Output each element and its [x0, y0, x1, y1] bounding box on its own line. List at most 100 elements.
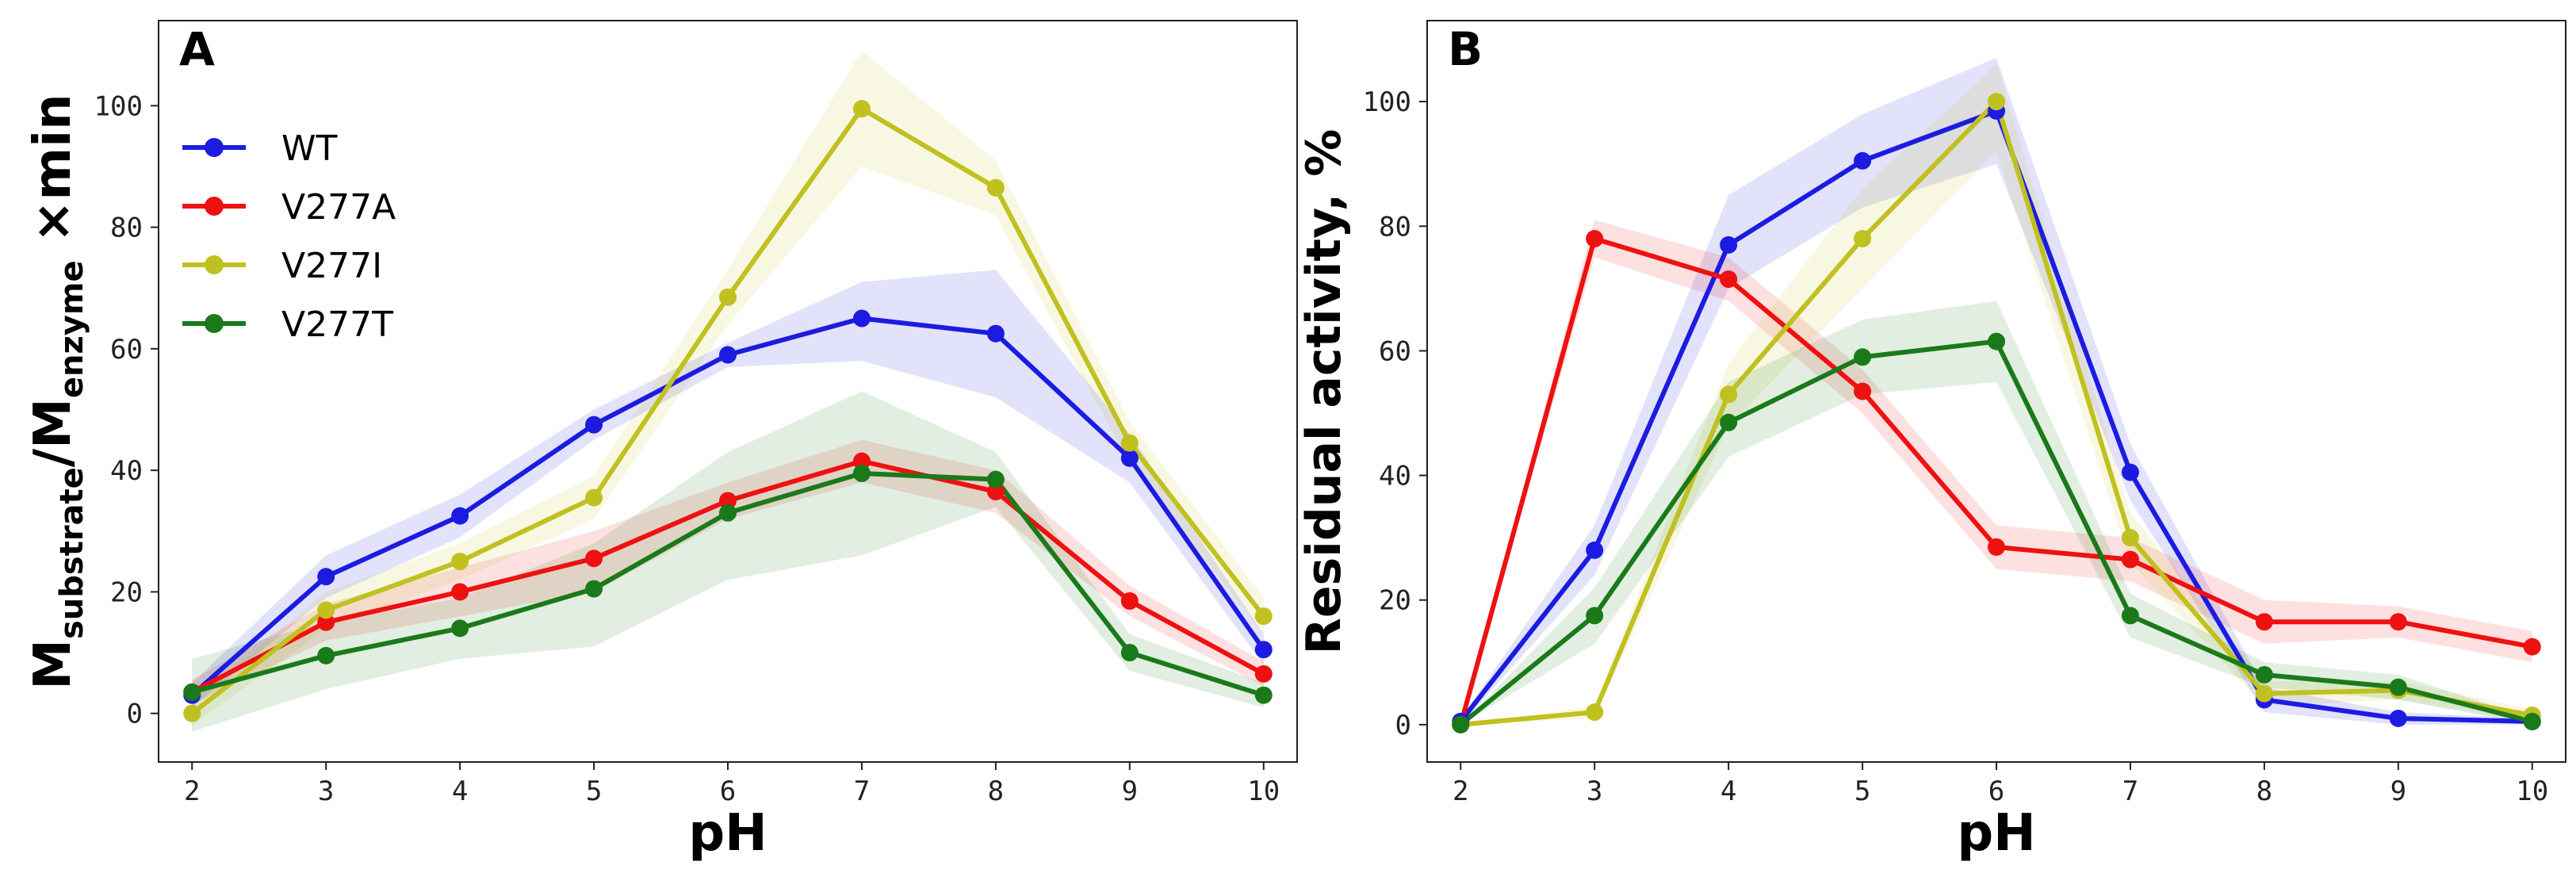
point-v277i [2121, 529, 2139, 547]
point-v277a [2523, 638, 2541, 656]
panel-b-x-ticks: 2 3 4 5 6 7 8 9 10 [1453, 762, 2548, 807]
legend-label-v277i: V277I [281, 246, 382, 286]
panel-b-label: B [1448, 22, 1483, 76]
point-v277t [1720, 413, 1738, 431]
y-title-slash-m: /M [24, 398, 82, 467]
band-wt [192, 270, 1264, 708]
point-v277a [1586, 230, 1604, 247]
point-wt [317, 568, 335, 586]
y-tick-label: 0 [127, 699, 143, 730]
x-tick-label: 10 [1247, 776, 1280, 807]
y-tick-label: 0 [1395, 710, 1411, 741]
point-v277i [317, 601, 335, 619]
point-v277a [986, 482, 1005, 500]
y-tick-label: 60 [110, 334, 143, 366]
y-tick-label: 40 [1379, 461, 1411, 492]
legend-marker-v277a [205, 197, 224, 216]
x-tick-label: 7 [854, 776, 870, 807]
x-tick-label: 3 [1587, 776, 1602, 807]
legend-marker-v277i [205, 255, 224, 274]
point-wt [2389, 710, 2407, 727]
point-v277a [2255, 613, 2273, 631]
x-tick-label: 7 [2122, 776, 2138, 807]
point-v277t [2389, 678, 2407, 696]
panel-a-data-points [183, 100, 1273, 722]
panel-a-x-ticks: 2 3 4 5 6 7 8 9 10 [184, 762, 1280, 807]
point-v277a [451, 583, 469, 601]
point-v277i [1854, 230, 1872, 247]
panel-a: 2 3 4 5 6 7 8 9 10 0 20 40 60 80 100 A pH Msubstrate/… [24, 20, 1298, 863]
legend-marker-wt [205, 138, 224, 157]
point-wt [1120, 449, 1139, 467]
point-v277i [183, 704, 201, 722]
point-v277a [585, 550, 603, 568]
point-v277i [1720, 385, 1738, 404]
point-v277a [1854, 382, 1872, 400]
point-v277a [317, 613, 335, 631]
x-tick-label: 8 [988, 776, 1004, 807]
point-v277i [451, 553, 469, 571]
legend-label-wt: WT [281, 128, 338, 169]
point-v277a [1254, 664, 1273, 683]
point-v277a [1720, 270, 1738, 289]
panel-a-legend: WT V277A V277I V277T [182, 128, 396, 345]
point-v277t [1254, 686, 1273, 704]
point-v277t [1586, 607, 1604, 625]
x-tick-label: 4 [452, 776, 468, 807]
point-v277t [1120, 644, 1139, 662]
point-v277a [2121, 550, 2139, 569]
point-v277t [2523, 712, 2541, 730]
panel-a-label: A [179, 22, 215, 76]
point-v277t [1988, 332, 2005, 350]
y-tick-label: 80 [110, 213, 143, 244]
x-tick-label: 2 [184, 776, 200, 807]
band-v277a [192, 439, 1264, 705]
y-tick-label: 20 [110, 576, 143, 608]
point-v277t [986, 470, 1005, 488]
point-v277t [451, 619, 469, 638]
point-v277t [585, 580, 603, 598]
y-tick-label: 100 [1363, 86, 1411, 118]
point-wt [852, 309, 871, 327]
point-wt [1586, 541, 1604, 559]
point-v277i [1586, 703, 1604, 722]
panel-b-y-ticks: 0 20 40 60 80 100 [1363, 86, 1427, 741]
panel-b: 2 3 4 5 6 7 8 9 10 0 20 40 60 80 100 B pH Residual ac… [1296, 20, 2566, 863]
y-tick-label: 60 [1379, 335, 1411, 367]
y-tick-label: 100 [94, 90, 143, 122]
point-v277t [183, 683, 201, 701]
y-title-sub-substrate: substrate [54, 467, 90, 639]
y-tick-label: 20 [1379, 585, 1411, 617]
point-v277a [1988, 538, 2005, 556]
x-tick-label: 9 [1122, 776, 1138, 807]
point-v277t [1452, 715, 1470, 733]
x-tick-label: 6 [720, 776, 736, 807]
x-tick-label: 9 [2390, 776, 2406, 807]
band-v277t [1460, 301, 2532, 725]
point-v277t [317, 646, 335, 664]
x-tick-label: 4 [1721, 776, 1736, 807]
y-title-sub-enzyme: enzyme [54, 260, 90, 398]
point-v277i [1120, 434, 1139, 452]
point-wt [986, 324, 1005, 343]
panel-b-confidence-bands [1460, 58, 2532, 725]
point-wt [1254, 641, 1273, 659]
point-v277a [1120, 592, 1139, 610]
point-v277i [2255, 684, 2273, 703]
point-v277i [986, 178, 1005, 197]
x-tick-label: 5 [586, 776, 602, 807]
point-wt [1854, 151, 1872, 170]
point-v277t [719, 504, 737, 522]
point-v277t [2255, 666, 2273, 684]
panel-a-y-ticks: 0 20 40 60 80 100 [94, 90, 159, 730]
panel-b-data-points [1452, 93, 2541, 733]
point-v277a [719, 492, 737, 510]
x-tick-label: 5 [1854, 776, 1870, 807]
point-v277a [852, 452, 871, 470]
y-tick-label: 40 [110, 455, 143, 487]
point-wt [2121, 463, 2139, 481]
point-v277t [852, 464, 871, 482]
point-wt [451, 507, 469, 525]
x-tick-label: 8 [2256, 776, 2272, 807]
